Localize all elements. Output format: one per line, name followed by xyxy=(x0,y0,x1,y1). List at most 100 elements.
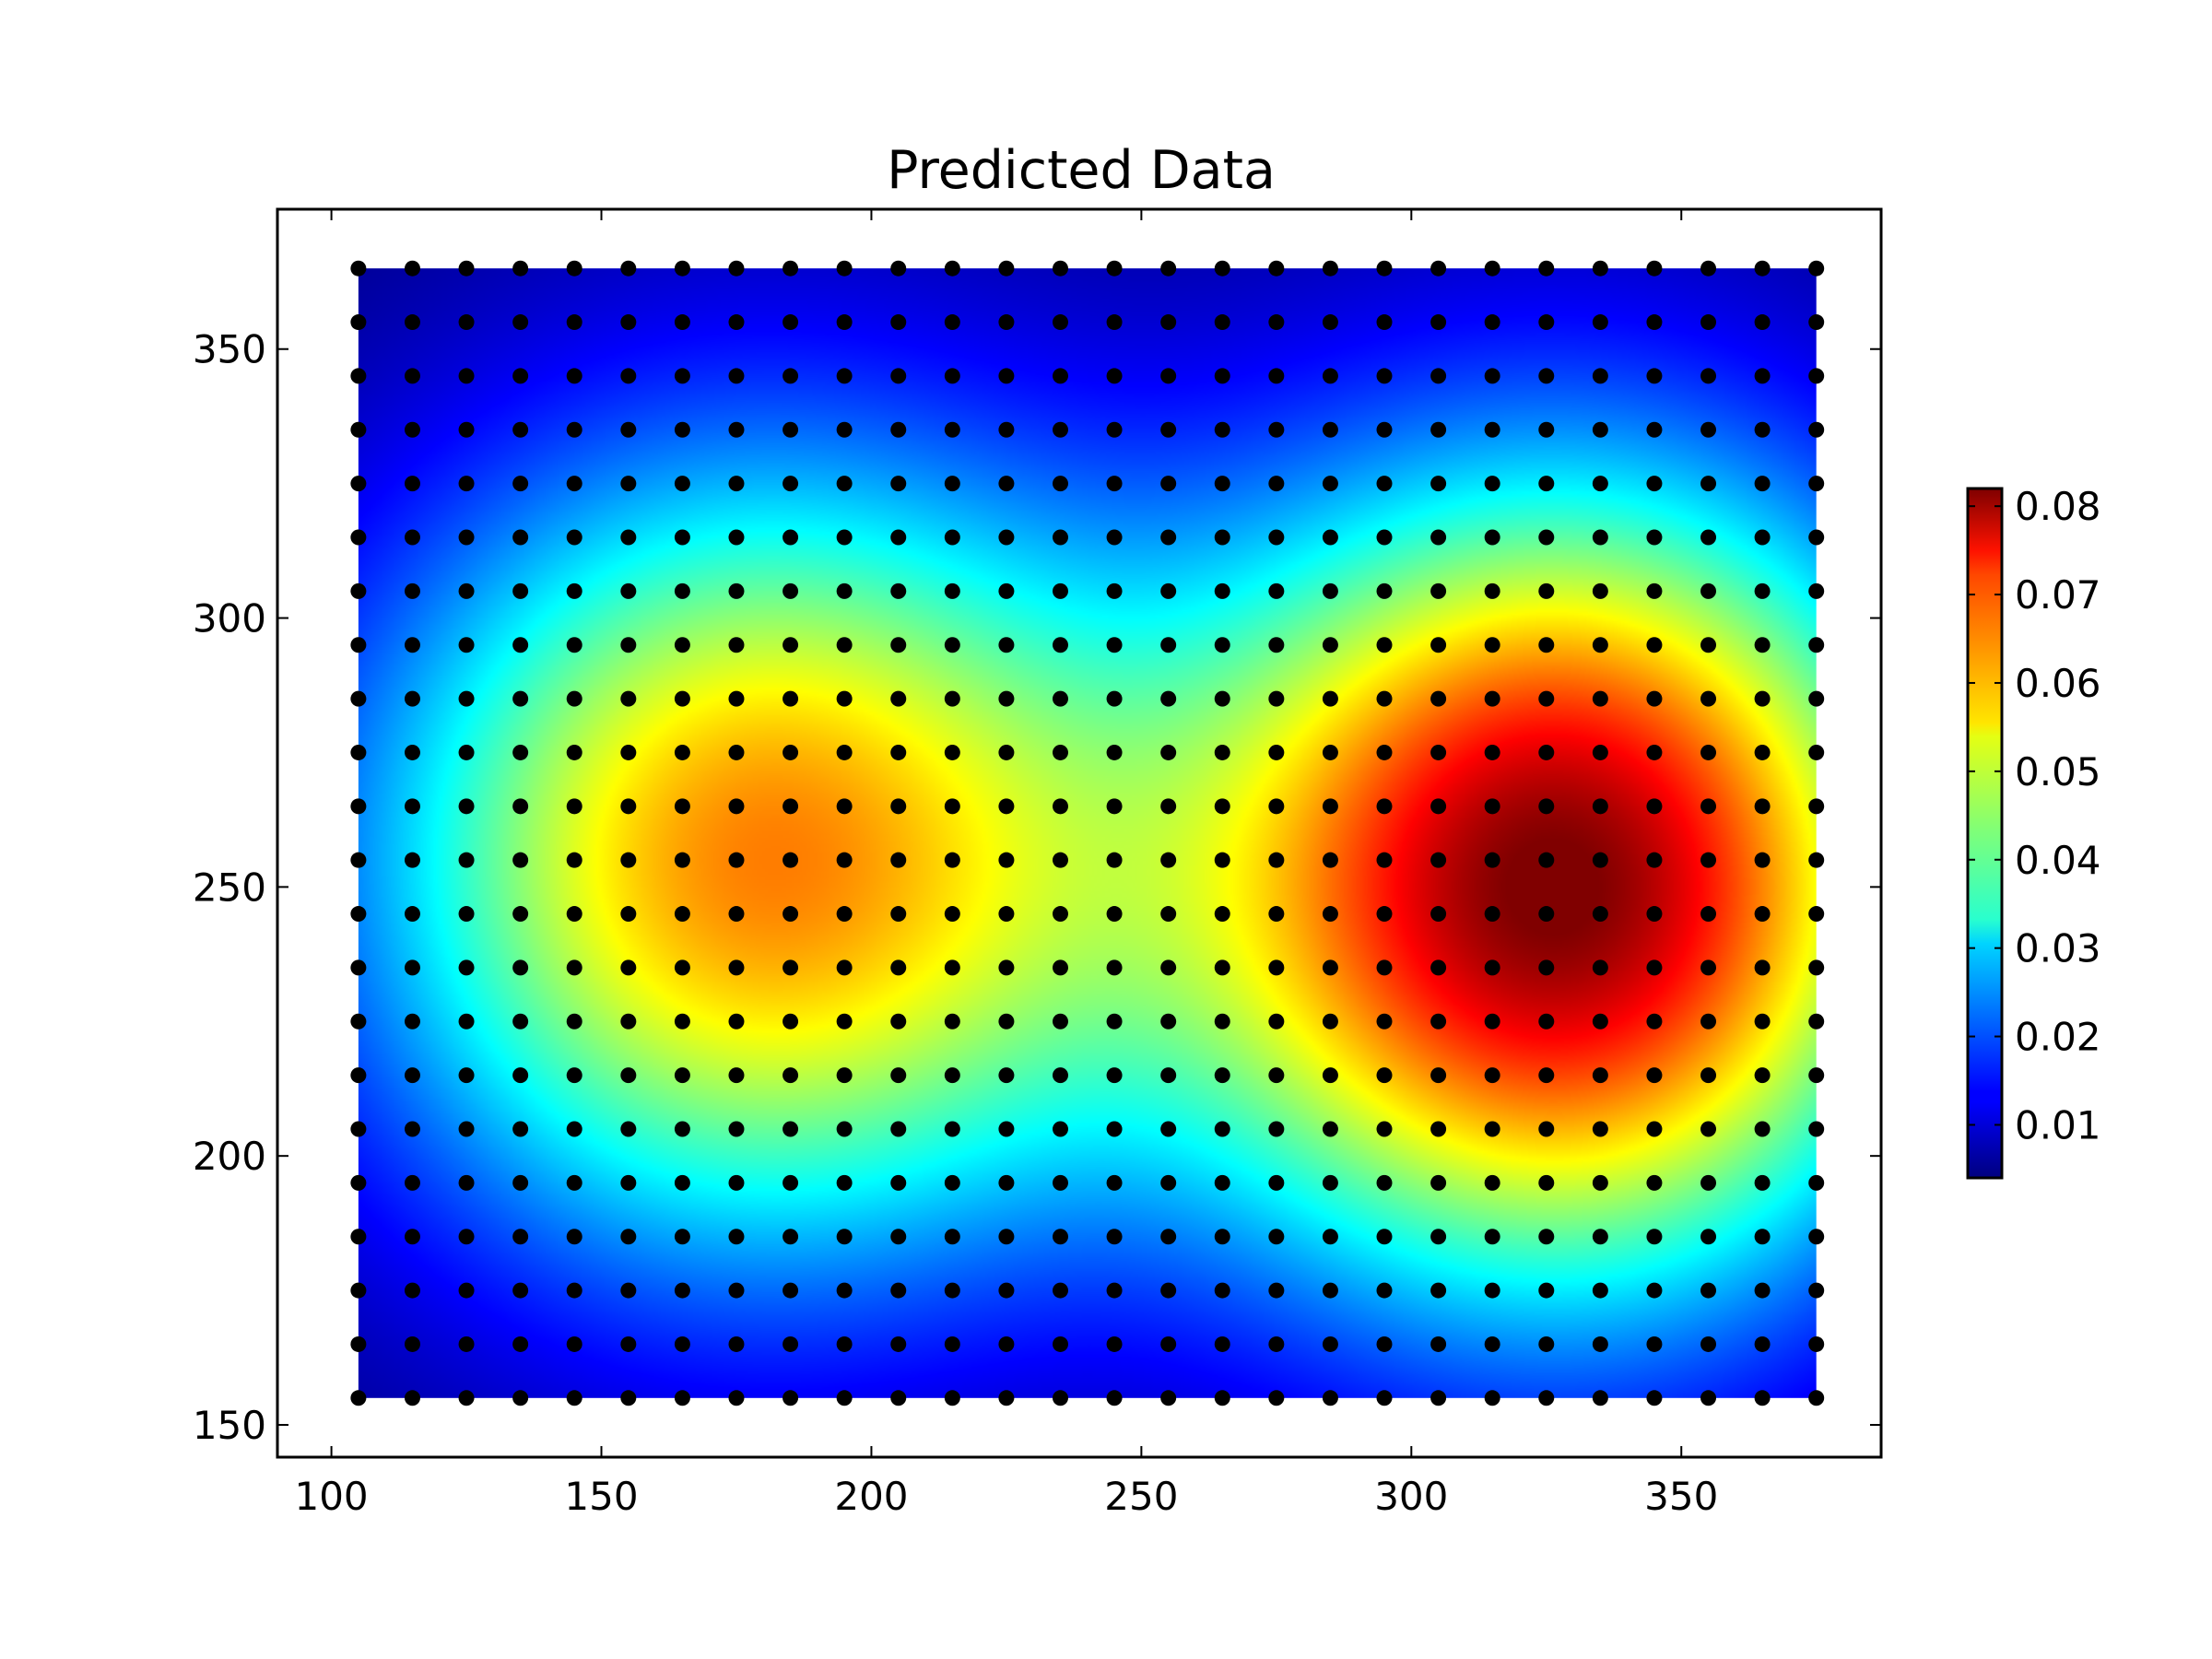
grid-point xyxy=(1268,959,1285,976)
grid-point xyxy=(566,1390,582,1406)
grid-point xyxy=(458,906,475,923)
grid-point xyxy=(1538,906,1555,923)
grid-point xyxy=(1214,314,1230,331)
grid-point xyxy=(674,368,690,384)
grid-point xyxy=(1214,744,1230,760)
grid-point xyxy=(944,314,960,331)
grid-point xyxy=(782,260,799,276)
grid-point xyxy=(890,1282,907,1299)
y-tick-label: 250 xyxy=(193,865,266,910)
grid-point xyxy=(350,690,367,707)
grid-point xyxy=(944,260,960,276)
grid-point xyxy=(1376,421,1393,438)
grid-point xyxy=(1160,906,1177,923)
grid-point xyxy=(350,1282,367,1299)
grid-point xyxy=(620,798,637,815)
grid-point xyxy=(1268,529,1285,546)
grid-point xyxy=(1754,260,1771,276)
grid-point xyxy=(1592,906,1608,923)
grid-point xyxy=(566,1282,582,1299)
grid-point xyxy=(944,1174,960,1191)
grid-point xyxy=(890,744,907,760)
grid-point xyxy=(944,906,960,923)
grid-point xyxy=(782,690,799,707)
grid-point xyxy=(1430,582,1447,599)
grid-point xyxy=(1754,582,1771,599)
grid-point xyxy=(566,906,582,923)
grid-point xyxy=(836,421,853,438)
grid-point xyxy=(998,1121,1015,1137)
grid-point xyxy=(1376,744,1393,760)
grid-point xyxy=(674,1390,690,1406)
grid-point xyxy=(1322,637,1338,653)
grid-point xyxy=(1538,1121,1555,1137)
grid-point xyxy=(458,744,475,760)
grid-point xyxy=(458,314,475,331)
grid-point xyxy=(1538,529,1555,546)
grid-point xyxy=(1430,852,1447,868)
grid-point xyxy=(1430,906,1447,923)
grid-point xyxy=(1322,529,1338,546)
grid-point xyxy=(674,476,690,492)
grid-point xyxy=(944,959,960,976)
grid-point xyxy=(512,1282,529,1299)
grid-point xyxy=(1592,1229,1608,1245)
grid-point xyxy=(944,368,960,384)
grid-point xyxy=(728,690,745,707)
grid-point xyxy=(512,314,529,331)
grid-point xyxy=(404,1335,420,1352)
grid-point xyxy=(404,852,420,868)
grid-point xyxy=(1808,1067,1825,1084)
grid-point xyxy=(566,1174,582,1191)
grid-point xyxy=(1754,1229,1771,1245)
grid-point xyxy=(458,1121,475,1137)
colorbar-tick-label: 0.08 xyxy=(2015,484,2101,529)
grid-point xyxy=(1484,637,1500,653)
grid-point xyxy=(1538,852,1555,868)
grid-point xyxy=(1754,1335,1771,1352)
grid-point xyxy=(1322,852,1338,868)
grid-point xyxy=(1052,690,1068,707)
grid-point xyxy=(1052,421,1068,438)
grid-point xyxy=(350,906,367,923)
grid-point xyxy=(566,476,582,492)
grid-point xyxy=(1268,1013,1285,1030)
grid-point xyxy=(836,1174,853,1191)
grid-point xyxy=(890,1121,907,1137)
grid-point xyxy=(1214,1121,1230,1137)
grid-point xyxy=(998,368,1015,384)
grid-point xyxy=(1376,1335,1393,1352)
grid-point xyxy=(836,637,853,653)
grid-point xyxy=(1646,690,1663,707)
grid-point xyxy=(458,959,475,976)
grid-point xyxy=(890,637,907,653)
grid-point xyxy=(1376,1282,1393,1299)
grid-point xyxy=(1646,1390,1663,1406)
grid-point xyxy=(566,421,582,438)
grid-point xyxy=(1430,1282,1447,1299)
grid-point xyxy=(1484,260,1500,276)
grid-point xyxy=(1268,314,1285,331)
grid-point xyxy=(836,1282,853,1299)
grid-point xyxy=(890,1013,907,1030)
grid-point xyxy=(458,1282,475,1299)
grid-point xyxy=(728,1067,745,1084)
grid-point xyxy=(998,582,1015,599)
grid-point xyxy=(1430,1335,1447,1352)
grid-point xyxy=(890,690,907,707)
grid-point xyxy=(1754,1174,1771,1191)
grid-point xyxy=(998,529,1015,546)
x-tick-label: 300 xyxy=(1374,1474,1448,1519)
grid-point xyxy=(998,690,1015,707)
grid-point xyxy=(1646,314,1663,331)
grid-point xyxy=(1808,906,1825,923)
grid-point xyxy=(1268,690,1285,707)
grid-point xyxy=(620,260,637,276)
grid-point xyxy=(350,959,367,976)
grid-point xyxy=(1430,1174,1447,1191)
grid-point xyxy=(1700,1335,1717,1352)
grid-point xyxy=(566,314,582,331)
grid-point xyxy=(890,1174,907,1191)
grid-point xyxy=(1808,959,1825,976)
grid-point xyxy=(1808,798,1825,815)
